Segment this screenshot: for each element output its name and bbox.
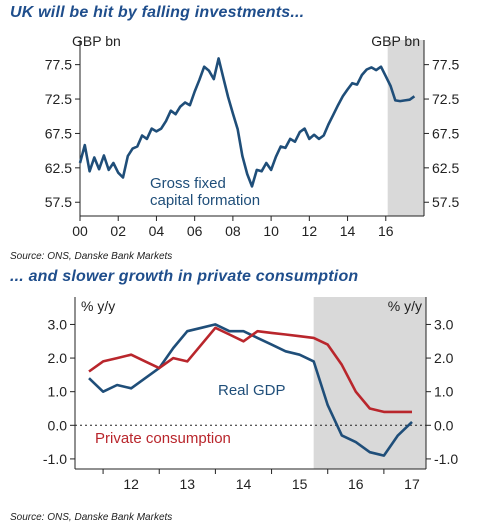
x-tick-label: 16 bbox=[378, 223, 394, 239]
x-tick-label: 12 bbox=[123, 476, 139, 492]
forecast-shaded-region bbox=[387, 40, 424, 216]
series-line-gross-fixed-capital-formation bbox=[78, 57, 416, 188]
x-tick-label: 10 bbox=[263, 223, 279, 239]
x-tick-label: 12 bbox=[302, 223, 318, 239]
y-tick-label-left: 0.0 bbox=[48, 417, 68, 433]
x-tick-label: 14 bbox=[340, 223, 356, 239]
chart-1-investment: 57.5 57.5 62.5 62.5 67.5 67.5 72.5 72.5 77.5 77.5… bbox=[45, 33, 460, 239]
x-tick-label: 15 bbox=[292, 476, 308, 492]
y-tick-label-left: 72.5 bbox=[45, 91, 72, 107]
forecast-shaded-region bbox=[313, 297, 426, 469]
annotation-real-gdp: Real GDP bbox=[218, 382, 286, 399]
y-axis-unit-right: GBP bn bbox=[371, 33, 420, 49]
series-line-real-gdp bbox=[88, 323, 413, 457]
y-tick-label-right: 2.0 bbox=[434, 350, 454, 366]
chart-2-source: Source: ONS, Danske Bank Markets bbox=[10, 512, 173, 523]
y-tick-label-left: 57.5 bbox=[45, 194, 72, 210]
y-tick-label-right: -1.0 bbox=[434, 451, 458, 467]
y-tick-label-right: 62.5 bbox=[432, 160, 459, 176]
x-tick-label: 06 bbox=[187, 223, 203, 239]
chart-2-consumption: -1.0 -1.0 0.0 0.0 1.0 1.0 2.0 2.0 3.0 3.0 % y/y % y… bbox=[43, 297, 458, 492]
y-tick-label-left: 1.0 bbox=[48, 384, 68, 400]
y-tick-label-right: 1.0 bbox=[434, 384, 454, 400]
y-tick-label-right: 72.5 bbox=[432, 91, 459, 107]
y-axis-unit-left: % y/y bbox=[81, 298, 115, 314]
x-tick-label: 16 bbox=[348, 476, 364, 492]
y-tick-label-left: 2.0 bbox=[48, 350, 68, 366]
y-tick-label-right: 3.0 bbox=[434, 316, 454, 332]
y-tick-label-left: 62.5 bbox=[45, 160, 72, 176]
x-tick-label: 17 bbox=[404, 476, 420, 492]
y-tick-label-right: 57.5 bbox=[432, 194, 459, 210]
y-tick-label-left: 77.5 bbox=[45, 57, 72, 73]
annotation-private-consumption: Private consumption bbox=[95, 430, 231, 447]
chart-1-source: Source: ONS, Danske Bank Markets bbox=[10, 251, 173, 262]
y-tick-label-left: -1.0 bbox=[43, 451, 67, 467]
y-axis-unit-left: GBP bn bbox=[72, 33, 121, 49]
y-tick-label-right: 67.5 bbox=[432, 125, 459, 141]
y-tick-label-right: 77.5 bbox=[432, 57, 459, 73]
y-tick-label-left: 67.5 bbox=[45, 125, 72, 141]
y-axis-unit-right: % y/y bbox=[388, 298, 422, 314]
annotation-gross-fixed-capital-formation-line-2: capital formation bbox=[150, 192, 260, 209]
x-tick-label: 04 bbox=[149, 223, 165, 239]
chart-1-title: UK will be hit by falling investments... bbox=[10, 4, 305, 21]
annotation-gross-fixed-capital-formation-line-1: Gross fixed bbox=[150, 175, 226, 192]
x-tick-label: 14 bbox=[236, 476, 252, 492]
y-tick-label-left: 3.0 bbox=[48, 316, 68, 332]
x-tick-label: 08 bbox=[225, 223, 241, 239]
x-tick-label: 00 bbox=[72, 223, 88, 239]
chart-2-title: ... and slower growth in private consump… bbox=[10, 268, 359, 285]
series-line-private-consumption bbox=[88, 326, 412, 414]
y-tick-label-right: 0.0 bbox=[434, 417, 454, 433]
x-tick-label: 13 bbox=[180, 476, 196, 492]
x-tick-label: 02 bbox=[110, 223, 126, 239]
